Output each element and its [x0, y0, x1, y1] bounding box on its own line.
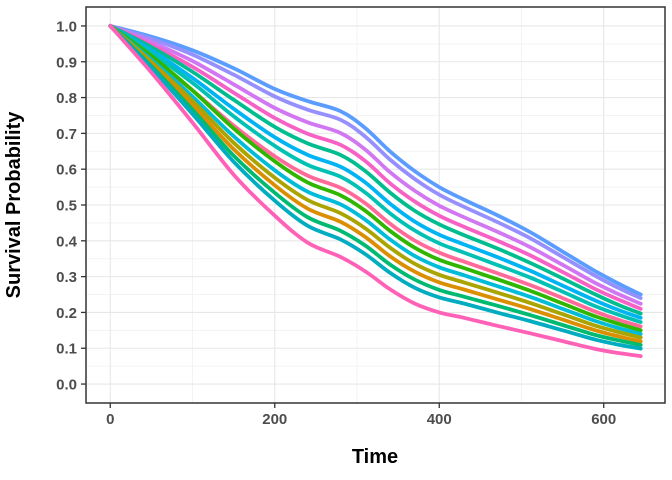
survival-curve-green [108, 24, 643, 333]
survival-curves [108, 24, 643, 358]
x-axis-title: Time [352, 446, 398, 468]
y-tick-label: 0.0 [56, 377, 77, 394]
survival-curve-orchid [108, 24, 643, 306]
y-tick-label: 0.3 [56, 269, 77, 286]
x-tick-label: 0 [106, 411, 114, 428]
survival-curve-seagreen [108, 24, 643, 316]
y-tick-label: 1.0 [56, 18, 77, 35]
y-tick-label: 0.6 [56, 162, 77, 179]
survival-curve-cyan [108, 24, 643, 336]
survival-curve-blue [108, 24, 643, 297]
survival-curve-magenta [108, 24, 643, 311]
gridlines-major [86, 7, 665, 403]
y-tick-label: 0.7 [56, 126, 77, 143]
survival-curve-teal [108, 24, 643, 324]
axis-tick-labels: 0.0 0.1 0.2 0.3 0.4 0.5 0.6 0.7 0.8 0.9 1.0 0 200 400… [56, 18, 616, 428]
survival-curve-pink [108, 24, 643, 329]
survival-curve-skyblue [108, 24, 643, 320]
y-tick-label: 0.9 [56, 54, 77, 71]
axis-tick-marks [81, 25, 605, 408]
y-tick-label: 0.5 [56, 198, 77, 215]
survival-curve-periwinkle [108, 24, 643, 300]
x-tick-label: 600 [591, 411, 616, 428]
x-tick-label: 200 [262, 411, 287, 428]
survival-curve-olive [108, 24, 643, 340]
survival-curve-hotpink [108, 24, 643, 358]
x-tick-label: 400 [427, 411, 452, 428]
y-axis-title: Survival Probability [3, 111, 25, 299]
y-tick-label: 0.4 [56, 233, 78, 250]
y-tick-label: 0.2 [56, 305, 77, 322]
y-tick-label: 0.1 [56, 341, 77, 358]
y-tick-label: 0.8 [56, 90, 77, 107]
survival-curve-green2 [108, 24, 643, 347]
survival-curve-teal2 [108, 24, 643, 351]
survival-curve-orange [108, 24, 643, 344]
